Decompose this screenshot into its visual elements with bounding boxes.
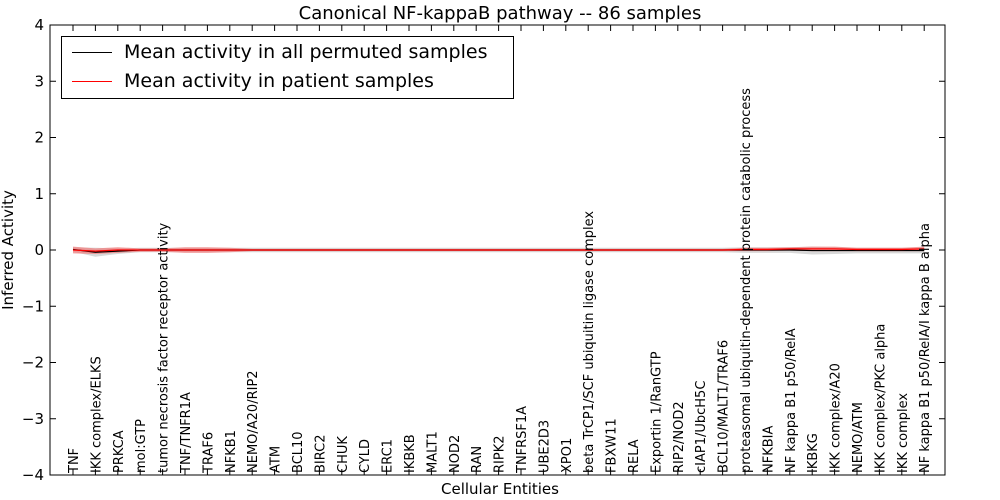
x-tick-label: XPO1 (560, 438, 575, 473)
x-tick-label: TRAF6 (201, 432, 216, 474)
x-tick-label: IKK complex/ELKS (89, 356, 104, 473)
y-axis-label: Inferred Activity (0, 190, 17, 310)
legend-swatch-patient (72, 81, 112, 82)
x-tick-label: IKK complex (896, 393, 911, 473)
x-tick-label: ATM (269, 446, 284, 473)
x-tick-label: proteasomal ubiquitin-dependent protein … (739, 88, 754, 473)
x-tick-label: beta TrCP1/SCF ubiquitin ligase complex (582, 211, 597, 473)
x-tick-label: tumor necrosis factor receptor activity (157, 222, 172, 473)
y-tick-label: 4 (34, 16, 44, 34)
x-tick-label: RIP2/NOD2 (672, 401, 687, 473)
x-tick-label: ERC1 (381, 439, 396, 473)
series-lines (72, 248, 925, 253)
x-tick-label: BCL10 (291, 431, 306, 473)
x-tick-label: IKBKB (403, 434, 418, 473)
x-tick-label: BIRC2 (313, 435, 328, 474)
legend-label-patient: Mean activity in patient samples (124, 70, 434, 92)
legend-entry-permuted: Mean activity in all permuted samples (62, 39, 513, 67)
y-tick-label: 0 (34, 241, 44, 259)
x-tick-label: RELA (627, 439, 642, 473)
x-tick-label: NOD2 (448, 435, 463, 473)
x-tick-label: Exportin 1/RanGTP (649, 351, 664, 473)
x-tick-label: NFKB1 (224, 430, 239, 473)
x-tick-label: PRKCA (112, 430, 127, 473)
y-tick-label: 1 (34, 185, 44, 203)
y-tick-label: −3 (22, 410, 44, 428)
x-axis: TNF IKK complex/ELKS PRKCA mol:GTP tumor nec… (67, 25, 933, 475)
legend-label-permuted: Mean activity in all permuted samples (124, 41, 488, 63)
x-tick-label: TNF (67, 448, 82, 474)
x-tick-label: NFKBIA (761, 426, 776, 473)
y-tick-label: 3 (34, 72, 44, 90)
confidence-bands (73, 246, 925, 257)
y-tick-label: −2 (22, 354, 44, 372)
x-tick-label: MALT1 (425, 431, 440, 473)
x-tick-label: NEMO/ATM (851, 402, 866, 473)
chart-title: Canonical NF-kappaB pathway -- 86 sample… (299, 3, 702, 24)
y-tick-label: 2 (34, 129, 44, 147)
x-tick-label: IKK complex/A20 (829, 363, 844, 473)
y-tick-label: −4 (22, 466, 44, 484)
x-tick-label: RIPK2 (493, 435, 508, 473)
x-tick-label: TNFRSF1A (515, 406, 530, 474)
x-tick-label: RAN (470, 446, 485, 473)
x-tick-label: BCL10/MALT1/TRAF6 (717, 340, 732, 473)
x-tick-label: FBXW11 (605, 418, 620, 473)
x-tick-label: NF kappa B1 p50/RelA/I kappa B alpha (918, 223, 933, 473)
x-tick-label: UBE2D3 (537, 420, 552, 473)
x-tick-label: mol:GTP (134, 419, 149, 473)
legend-swatch-permuted (72, 52, 112, 53)
x-tick-label: cIAP1/UbcH5C (694, 381, 709, 473)
x-axis-label: Cellular Entities (441, 480, 559, 498)
x-tick-label: CYLD (358, 439, 373, 473)
x-tick-label: NF kappa B1 p50/RelA (784, 328, 799, 473)
x-tick-label: CHUK (336, 436, 351, 473)
x-tick-label: NEMO/A20/RIP2 (246, 370, 261, 473)
y-tick-label: −1 (22, 297, 44, 315)
y-axis: −4 −3 −2 −1 0 1 2 3 4 (22, 16, 945, 484)
legend-entry-patient: Mean activity in patient samples (62, 68, 513, 96)
x-tick-label: TNF/TNFR1A (179, 392, 194, 474)
legend: Mean activity in all permuted samples Me… (61, 36, 514, 99)
patient-mean-line (72, 248, 925, 252)
x-tick-label: IKK complex/PKC alpha (873, 324, 888, 473)
x-tick-label: IKBKG (806, 433, 821, 473)
